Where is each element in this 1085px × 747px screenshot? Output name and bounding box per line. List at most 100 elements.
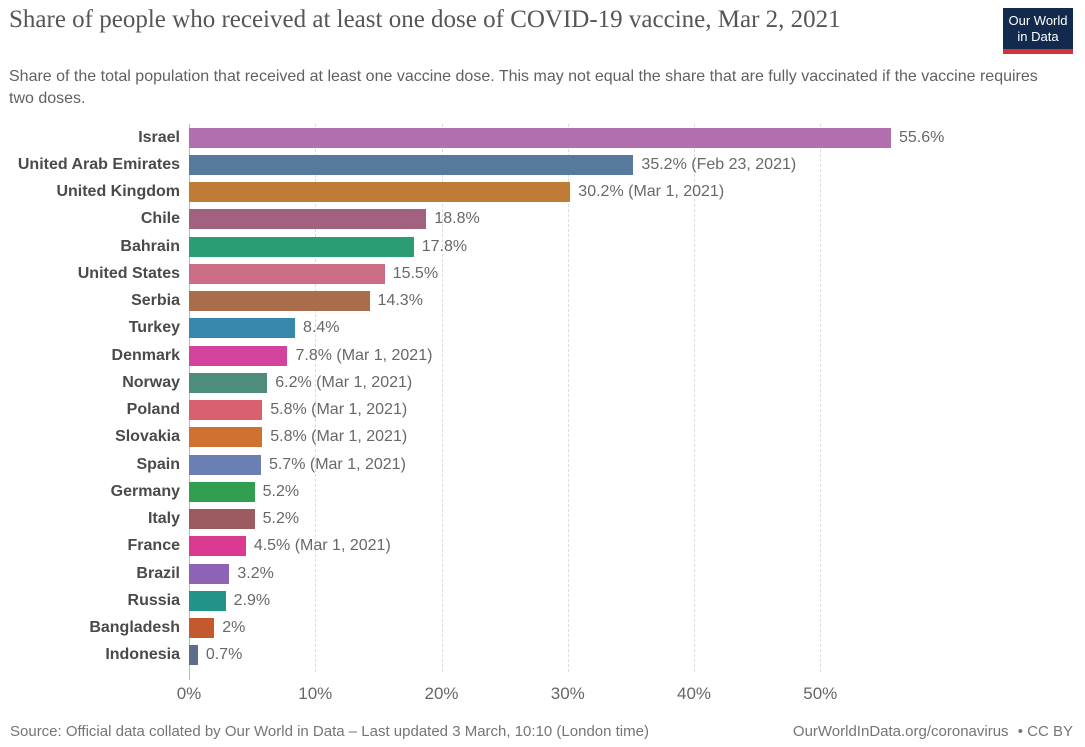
value-label: 6.2% (Mar 1, 2021) [275,373,413,391]
value-label: 4.5% (Mar 1, 2021) [253,537,391,555]
chart-row: Denmark 7.8% (Mar 1, 2021) [0,342,1085,369]
chart-row: Bangladesh 2% [0,615,1085,642]
owid-logo: Our World in Data [1003,8,1073,54]
country-label: Indonesia [105,646,180,664]
value-label: 5.7% (Mar 1, 2021) [268,455,406,473]
country-label: Denmark [111,346,180,364]
value-label: 2.9% [233,591,271,609]
bar [189,345,288,366]
chart-row: Slovakia 5.8% (Mar 1, 2021) [0,424,1085,451]
x-tick-label: 50% [803,684,838,703]
value-label: 2% [222,619,246,637]
x-tick-label: 30% [550,684,585,703]
bar [189,263,385,284]
country-label: Spain [136,455,180,473]
bar [189,127,891,148]
bar [189,400,263,421]
value-label: 14.3% [377,292,423,310]
bar [189,372,268,393]
value-label: 0.7% [205,646,243,664]
chart-footer: Source: Official data collated by Our Wo… [10,723,1073,740]
chart-subtitle: Share of the total population that recei… [9,68,1038,107]
value-label: 7.8% (Mar 1, 2021) [295,346,433,364]
bar-chart: Israel 55.6% United Arab Emirates 35.2% (Fe… [0,124,1085,704]
country-label: Slovakia [115,428,180,446]
chart-row: Brazil 3.2% [0,560,1085,587]
value-label: 30.2% (Mar 1, 2021) [578,183,725,201]
country-label: United Kingdom [56,183,180,201]
x-tick-label: 10% [298,684,333,703]
country-label: Italy [147,510,180,528]
bar [189,318,296,339]
country-label: Bangladesh [89,619,180,637]
country-label: Norway [122,373,180,391]
chart-row: Serbia 14.3% [0,288,1085,315]
gridline [820,124,822,672]
chart-row: Norway 6.2% (Mar 1, 2021) [0,369,1085,396]
chart-row: Turkey 8.4% [0,315,1085,342]
chart-title: Share of people who received at least on… [9,6,841,33]
bar [189,454,261,475]
x-tick-label: 40% [677,684,712,703]
country-label: Turkey [128,319,180,337]
footer-right: OurWorldInData.org/coronavirus • CC BY [793,723,1073,740]
license-note: • CC BY [1017,723,1073,740]
chart-row: Israel 55.6% [0,124,1085,151]
chart-row: Germany 5.2% [0,478,1085,505]
owid-url-link[interactable]: OurWorldInData.org/coronavirus [792,723,1009,740]
gridline [315,124,317,672]
bar [189,509,255,530]
bar [189,645,198,666]
chart-row: United Kingdom 30.2% (Mar 1, 2021) [0,179,1085,206]
chart-row: France 4.5% (Mar 1, 2021) [0,533,1085,560]
bar [189,563,230,584]
bar-chart-rows: Israel 55.6% United Arab Emirates 35.2% (Fe… [0,124,1085,669]
source-note: Source: Official data collated by Our Wo… [10,723,649,740]
value-label: 5.8% (Mar 1, 2021) [270,401,408,419]
country-label: Bahrain [120,237,180,255]
owid-logo-text-line1: Our World [1008,13,1068,28]
country-label: Russia [127,591,180,609]
x-tick-label: 20% [424,684,459,703]
country-label: France [127,537,180,555]
country-label: Poland [126,401,180,419]
value-label: 18.8% [434,210,480,228]
value-label: 3.2% [237,564,274,582]
value-label: 8.4% [303,319,340,337]
chart-row: United Arab Emirates 35.2% (Feb 23, 2021) [0,151,1085,178]
country-label: Germany [110,482,180,500]
country-label: Brazil [136,564,180,582]
chart-row: Italy 5.2% [0,506,1085,533]
chart-row: Russia 2.9% [0,587,1085,614]
chart-row: Poland 5.8% (Mar 1, 2021) [0,397,1085,424]
value-label: 5.2% [262,510,300,528]
x-axis: 0% 10% 20% 30% 40% 50% [177,684,1085,708]
bar [189,618,215,639]
gridline [567,124,569,672]
chart-row: United States 15.5% [0,260,1085,287]
country-label: United Arab Emirates [17,155,180,173]
bar [189,236,414,257]
country-label: Chile [140,210,180,228]
bar [189,291,370,312]
country-label: United States [77,264,180,282]
gridline [694,124,696,672]
chart-row: Bahrain 17.8% [0,233,1085,260]
value-label: 55.6% [899,128,945,146]
bar [189,427,263,448]
gridline [441,124,443,672]
country-label: Israel [138,128,180,146]
value-label: 17.8% [421,237,468,255]
chart-row: Indonesia 0.7% [0,642,1085,669]
value-label: 35.2% (Feb 23, 2021) [641,155,797,173]
bar [189,182,571,203]
bar [189,209,427,230]
x-tick-label: 0% [176,684,202,703]
chart-row: Chile 18.8% [0,206,1085,233]
bar [189,590,226,611]
chart-row: Spain 5.7% (Mar 1, 2021) [0,451,1085,478]
owid-logo-text-line2: in Data [1017,29,1059,44]
value-label: 15.5% [392,264,439,282]
country-label: Serbia [131,292,180,310]
